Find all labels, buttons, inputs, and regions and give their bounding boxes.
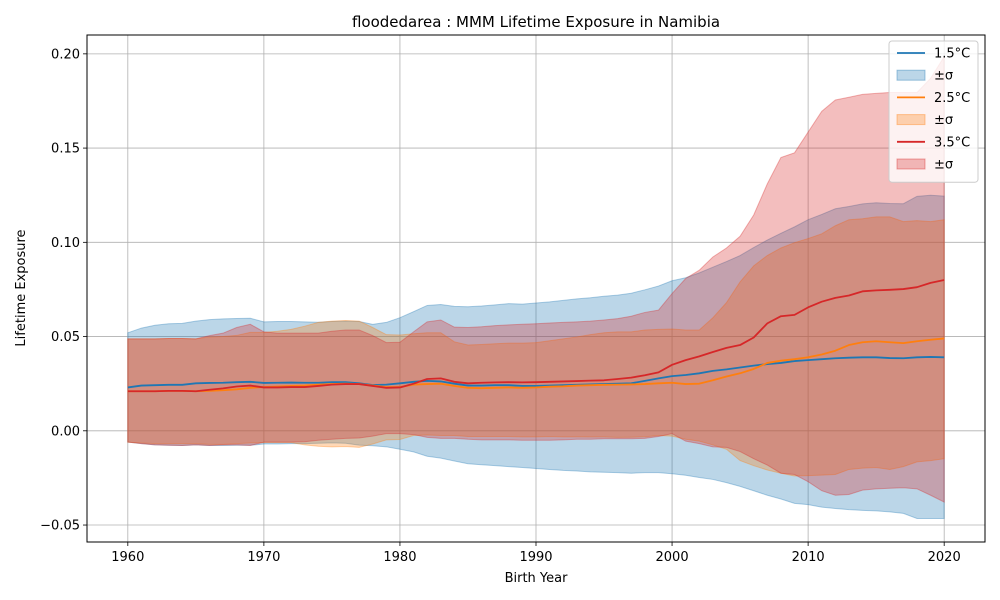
- y-tick-label: 0.05: [51, 330, 80, 345]
- legend-entry-line-1: 2.5°C: [934, 91, 970, 106]
- series-lines: [127, 279, 945, 393]
- series-line-2: [127, 279, 945, 393]
- x-tick-label: 1970: [247, 550, 280, 565]
- sigma-bands: [127, 54, 945, 519]
- y-tick-label: −0.05: [40, 519, 80, 534]
- chart-title: floodedarea : MMM Lifetime Exposure in N…: [352, 13, 720, 31]
- y-axis-ticks: −0.05 0.00 0.05 0.10 0.15 0.20: [40, 47, 87, 534]
- legend-band-swatch-1: [896, 114, 926, 126]
- y-tick-label: 0.20: [51, 47, 80, 62]
- x-tick-label: 1980: [383, 550, 416, 565]
- x-axis-label: Birth Year: [505, 571, 569, 586]
- legend-entry-line-2: 3.5°C: [934, 135, 970, 150]
- legend-entry-line-0: 1.5°C: [934, 47, 970, 62]
- legend-band-swatch-2: [896, 158, 926, 170]
- y-tick-label: 0.10: [51, 236, 80, 251]
- legend-box: [888, 40, 979, 183]
- grid: [87, 35, 985, 542]
- x-axis-ticks: 1960 1970 1980 1990 2000 2010 2020: [111, 542, 961, 565]
- legend: 1.5°C ±σ 2.5°C ±σ 3.5°C ±σ: [888, 40, 979, 183]
- y-axis-label: Lifetime Exposure: [14, 229, 29, 346]
- x-tick-label: 1990: [519, 550, 552, 565]
- legend-entry-band-0: ±σ: [934, 69, 953, 84]
- sigma-band-2: [127, 54, 945, 503]
- y-tick-label: 0.00: [51, 424, 80, 439]
- series-line-0: [127, 356, 945, 389]
- x-tick-label: 2010: [792, 550, 825, 565]
- legend-band-swatch-0: [896, 69, 926, 81]
- y-tick-label: 0.15: [51, 142, 80, 157]
- legend-entry-band-1: ±σ: [934, 113, 953, 128]
- x-tick-label: 2020: [928, 550, 961, 565]
- sigma-band-0: [127, 194, 945, 519]
- sigma-band-1: [127, 216, 945, 477]
- x-tick-label: 2000: [656, 550, 689, 565]
- legend-entry-band-2: ±σ: [934, 158, 953, 173]
- x-tick-label: 1960: [111, 550, 144, 565]
